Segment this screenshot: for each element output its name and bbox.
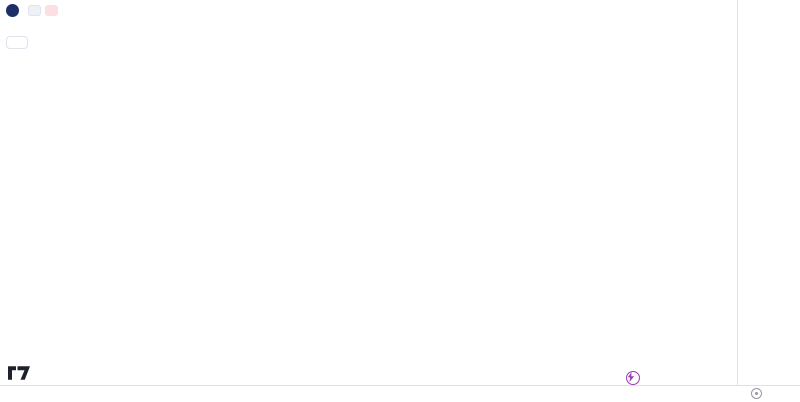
- symbol-row[interactable]: [6, 3, 58, 18]
- axis-settings-icon[interactable]: [751, 388, 762, 399]
- indicator-row[interactable]: [6, 19, 58, 32]
- menu-chip-icon[interactable]: [45, 5, 58, 16]
- legend-collapse-button[interactable]: [6, 36, 28, 49]
- market-status-lightning-icon[interactable]: [626, 371, 640, 385]
- time-axis[interactable]: [0, 385, 800, 402]
- lightning-icon: [627, 372, 635, 382]
- symbol-logo: [6, 4, 19, 17]
- legend: [6, 3, 58, 49]
- tradingview-logo-icon: [8, 366, 30, 380]
- minus-chip-icon[interactable]: [28, 5, 41, 16]
- price-axis[interactable]: [737, 0, 800, 385]
